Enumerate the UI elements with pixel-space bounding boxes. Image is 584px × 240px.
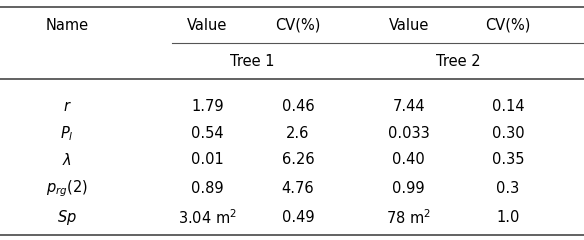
Text: 7.44: 7.44	[392, 99, 425, 114]
Text: $p_{rg}(2)$: $p_{rg}(2)$	[46, 178, 88, 199]
Text: CV(%): CV(%)	[485, 18, 531, 33]
Text: 0.54: 0.54	[191, 126, 224, 141]
Text: $\lambda$: $\lambda$	[62, 152, 72, 168]
Text: Tree 1: Tree 1	[230, 54, 275, 69]
Text: 0.033: 0.033	[388, 126, 430, 141]
Text: 0.40: 0.40	[392, 152, 425, 167]
Text: 2.6: 2.6	[286, 126, 310, 141]
Text: 3.04 m$^2$: 3.04 m$^2$	[178, 208, 237, 227]
Text: CV(%): CV(%)	[275, 18, 321, 33]
Text: 0.49: 0.49	[281, 210, 314, 225]
Text: 0.35: 0.35	[492, 152, 524, 167]
Text: $r$: $r$	[62, 99, 72, 114]
Text: Value: Value	[187, 18, 228, 33]
Text: 0.30: 0.30	[492, 126, 524, 141]
Text: Name: Name	[46, 18, 89, 33]
Text: 0.89: 0.89	[191, 181, 224, 196]
Text: $P_l$: $P_l$	[60, 124, 74, 143]
Text: Value: Value	[388, 18, 429, 33]
Text: $Sp$: $Sp$	[57, 208, 77, 227]
Text: 1.79: 1.79	[191, 99, 224, 114]
Text: 0.14: 0.14	[492, 99, 524, 114]
Text: 0.99: 0.99	[392, 181, 425, 196]
Text: 78 m$^2$: 78 m$^2$	[386, 208, 432, 227]
Text: 0.3: 0.3	[496, 181, 520, 196]
Text: 1.0: 1.0	[496, 210, 520, 225]
Text: 0.01: 0.01	[191, 152, 224, 167]
Text: 6.26: 6.26	[281, 152, 314, 167]
Text: 4.76: 4.76	[281, 181, 314, 196]
Text: Tree 2: Tree 2	[436, 54, 481, 69]
Text: 0.46: 0.46	[281, 99, 314, 114]
